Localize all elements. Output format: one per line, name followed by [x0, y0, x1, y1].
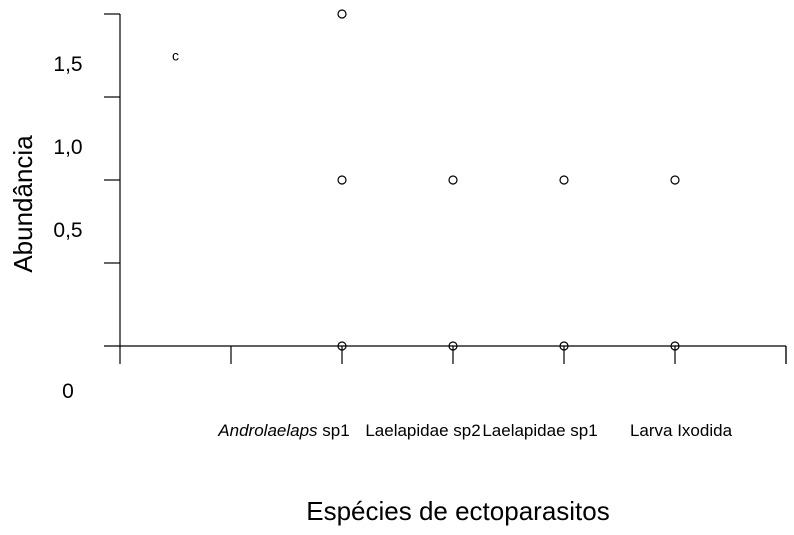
category-label: Larva Ixodida: [630, 421, 733, 440]
y-ticks: 00,51,01,52,0: [53, 13, 120, 403]
data-point: [448, 175, 458, 185]
category-labels: Androlaelaps sp1 Laelapidae sp2 Laelapidae…: [217, 421, 732, 440]
y-tick-label: 0,5: [53, 219, 82, 242]
category-label-name: Laelapidae: [365, 421, 448, 440]
axes: [104, 14, 786, 364]
y-tick-label: 0: [62, 380, 74, 403]
data-point: [448, 341, 458, 351]
category-label: Laelapidae sp1: [482, 421, 597, 440]
data-point: [559, 341, 569, 351]
x-ticks: [230, 346, 787, 364]
category-label-suffix: sp1: [566, 421, 598, 440]
category-label: Laelapidae sp2: [365, 421, 480, 440]
category-label-suffix: sp2: [449, 421, 481, 440]
annotation-label: c: [172, 48, 179, 64]
data-point: [337, 9, 347, 19]
y-tick-label: 1,5: [53, 53, 82, 76]
x-axis-label: Espécies de ectoparasitos: [306, 496, 610, 526]
category-label-name: Laelapidae: [482, 421, 565, 440]
category-label-name: Androlaelaps: [217, 421, 318, 440]
data-point: [337, 175, 347, 185]
category-label: Androlaelaps sp1: [217, 421, 349, 440]
y-tick-label: 1,0: [53, 136, 82, 159]
category-label-name: Larva Ixodida: [630, 421, 733, 440]
category-label-suffix: sp1: [318, 421, 350, 440]
data-point: [337, 341, 347, 351]
data-points: [337, 9, 680, 351]
annotations: c: [172, 48, 179, 64]
data-point: [559, 175, 569, 185]
y-axis-label: Abundância: [8, 135, 38, 273]
data-point: [670, 175, 680, 185]
data-point: [670, 341, 680, 351]
